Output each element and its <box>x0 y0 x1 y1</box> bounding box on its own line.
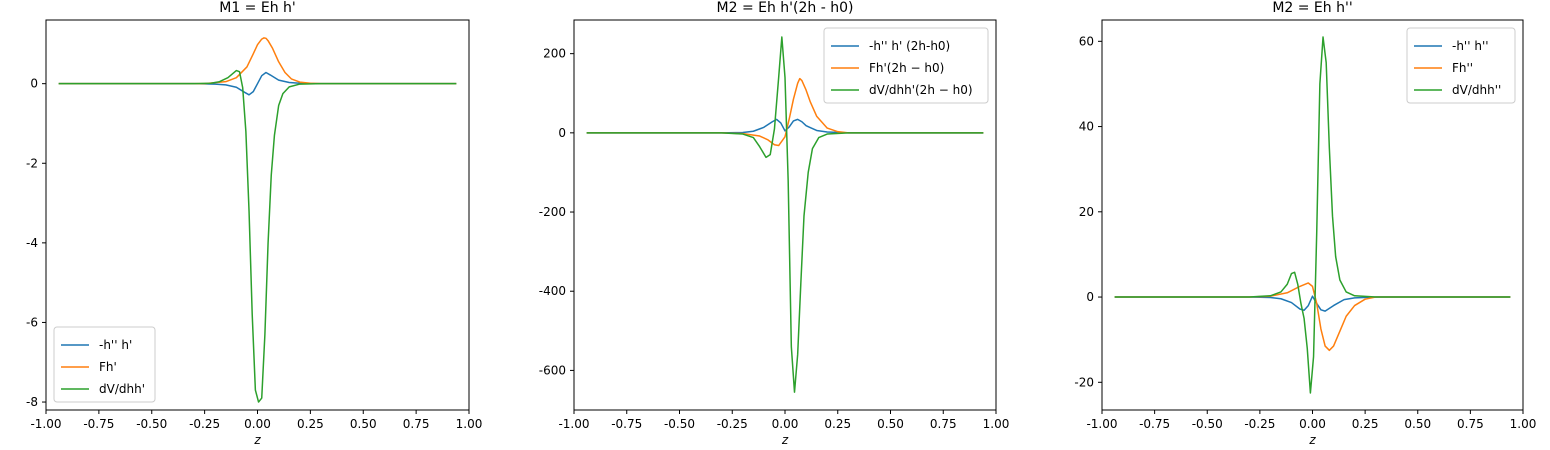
x-tick-label: -0.75 <box>1139 417 1170 431</box>
x-axis-label: z <box>253 433 261 447</box>
legend: -h'' h'' Fh'' dV/dhh'' <box>1406 27 1516 104</box>
chart-title: M2 = Eh h'' <box>1272 0 1352 16</box>
x-tick-label: 0.50 <box>350 417 377 431</box>
legend: -h'' h' (2h-h0) Fh'(2h − h0) dV/dhh'(2h − … <box>823 27 989 104</box>
legend-label: Fh'' <box>1452 61 1473 75</box>
x-tick-label: -0.50 <box>664 417 695 431</box>
legend-label: dV/dhh'' <box>1452 83 1501 97</box>
y-tick-label: 20 <box>1079 205 1094 219</box>
x-tick-label: 0.75 <box>403 417 430 431</box>
x-tick-label: 0.25 <box>297 417 324 431</box>
series-line-1 <box>58 71 457 96</box>
x-tick-label: -1.00 <box>1086 417 1117 431</box>
series-line-2 <box>586 77 984 147</box>
x-tick-label: 0.50 <box>1404 417 1431 431</box>
y-tick-label: 0 <box>1086 290 1094 304</box>
legend-label: dV/dhh' <box>99 382 145 396</box>
legend-box <box>823 27 989 104</box>
x-tick-label: 0.75 <box>1457 417 1484 431</box>
series-group <box>58 37 457 403</box>
legend-label: -h'' h'' <box>1452 39 1489 53</box>
series-group <box>586 36 984 393</box>
chart-panel-2: -1.00 -0.75 -0.50 -0.25 0.00 0.25 0.50 0.75 1.00… <box>539 0 1010 447</box>
legend: -h'' h' Fh' dV/dhh' <box>53 326 156 403</box>
x-tick-label: -0.25 <box>189 417 220 431</box>
y-tick-label: -600 <box>539 363 566 377</box>
series-line-1 <box>586 118 984 134</box>
x-tick-label: -1.00 <box>30 417 61 431</box>
series-line-3 <box>58 69 457 403</box>
x-tick-label: -0.25 <box>717 417 748 431</box>
x-tick-label: 1.00 <box>1510 417 1537 431</box>
x-tick-label: 0.75 <box>930 417 957 431</box>
y-tick-label: -8 <box>26 395 38 409</box>
x-tick-label: -0.75 <box>611 417 642 431</box>
x-tick-label: 1.00 <box>456 417 483 431</box>
x-tick-label: 0.00 <box>244 417 271 431</box>
x-axis-label: z <box>781 433 789 447</box>
y-tick-label: -6 <box>26 315 38 329</box>
x-tick-label: -0.25 <box>1244 417 1275 431</box>
series-line-2 <box>58 37 457 85</box>
y-tick-label: 60 <box>1079 34 1094 48</box>
series-line-1 <box>1114 295 1511 312</box>
x-tick-label: -0.50 <box>136 417 167 431</box>
y-tick-label: 40 <box>1079 120 1094 134</box>
series-line-2 <box>1114 282 1511 352</box>
legend-label: dV/dhh'(2h − h0) <box>869 83 973 97</box>
y-tick-label: -20 <box>1074 375 1094 389</box>
x-tick-label: 0.25 <box>1352 417 1379 431</box>
legend-label: -h'' h' <box>99 338 132 352</box>
legend-label: -h'' h' (2h-h0) <box>869 39 950 53</box>
x-tick-label: 0.25 <box>824 417 851 431</box>
x-tick-label: -0.50 <box>1192 417 1223 431</box>
chart-title: M1 = Eh h' <box>219 0 296 16</box>
chart-panel-3: -1.00 -0.75 -0.50 -0.25 0.00 0.25 0.50 0.75 1.00… <box>1074 0 1536 447</box>
y-tick-label: 0 <box>30 77 38 91</box>
y-tick-label: -400 <box>539 284 566 298</box>
x-tick-label: 0.00 <box>772 417 799 431</box>
series-line-3 <box>586 36 984 393</box>
legend-label: Fh' <box>99 360 117 374</box>
series-line-3 <box>1114 36 1511 394</box>
y-tick-label: -2 <box>26 156 38 170</box>
y-tick-label: 0 <box>558 126 566 140</box>
x-tick-label: 1.00 <box>983 417 1010 431</box>
x-tick-label: 0.00 <box>1299 417 1326 431</box>
y-tick-label: 200 <box>543 47 566 61</box>
x-tick-label: -1.00 <box>558 417 589 431</box>
y-tick-label: -200 <box>539 205 566 219</box>
x-tick-label: 0.50 <box>877 417 904 431</box>
x-axis-label: z <box>1308 433 1316 447</box>
series-group <box>1114 36 1511 394</box>
legend-label: Fh'(2h − h0) <box>869 61 944 75</box>
chart-title: M2 = Eh h'(2h - h0) <box>717 0 854 16</box>
x-tick-label: -0.75 <box>83 417 114 431</box>
chart-panel-1: -1.00 -0.75 -0.50 -0.25 0.00 0.25 0.50 0.75 1.00… <box>26 0 482 447</box>
y-tick-label: -4 <box>26 236 38 250</box>
